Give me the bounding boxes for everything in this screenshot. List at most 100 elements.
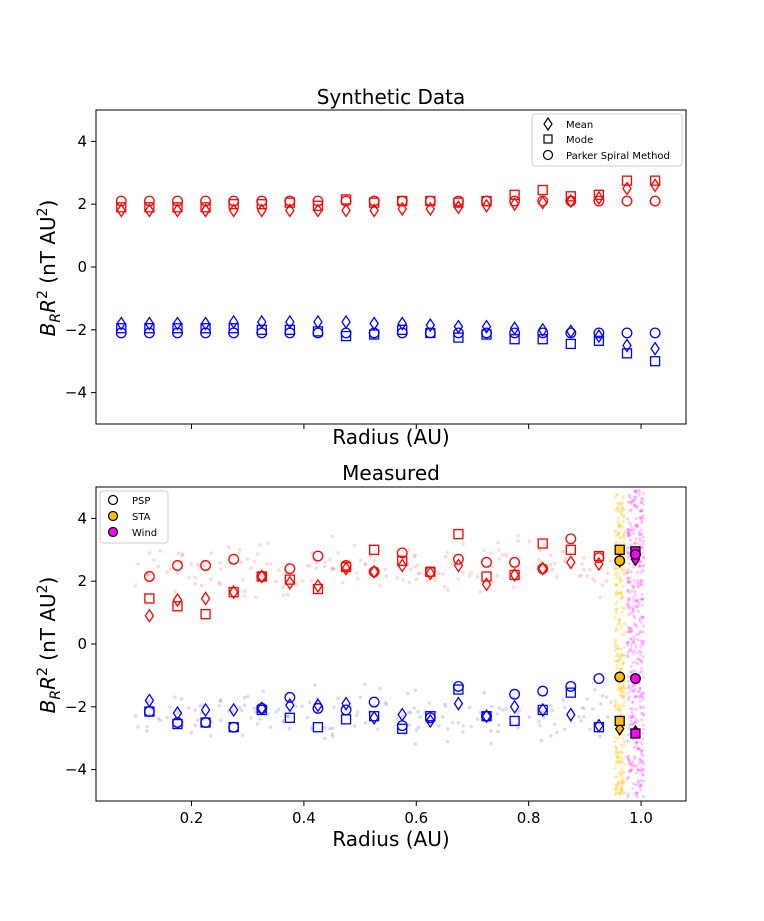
psp-sample-positive <box>175 570 180 575</box>
wind-sample <box>639 639 643 643</box>
psp-sample-positive <box>199 583 204 588</box>
sta-sample <box>618 522 622 526</box>
wind-sample <box>642 555 646 559</box>
wind-sample <box>626 675 630 679</box>
synthetic-square-point <box>537 334 548 345</box>
wind-sample <box>637 649 641 653</box>
sta-sample <box>620 685 624 689</box>
synthetic-diamond-point <box>200 316 211 331</box>
measured-x-axis: 0.2 0.4 0.6 0.8 1.0 <box>180 801 653 827</box>
psp-sample-positive <box>237 548 242 552</box>
wind-sample <box>626 500 630 504</box>
wind-sample <box>628 723 632 727</box>
psp-sample-negative <box>354 713 359 718</box>
psp-sample-positive <box>495 573 500 578</box>
wind-sample <box>638 653 642 657</box>
sta-sample <box>619 773 623 777</box>
measured-square-point <box>172 601 183 612</box>
psp-sample-negative <box>443 704 448 709</box>
sta-sample <box>619 789 623 793</box>
sta-sample <box>614 786 618 790</box>
psp-sample-positive <box>242 589 247 594</box>
measured-circle-point <box>396 720 408 732</box>
synthetic-diamond-point <box>594 328 604 344</box>
wind-sample <box>629 643 633 647</box>
wind-sample <box>641 754 645 758</box>
psp-sample-positive <box>218 582 223 587</box>
psp-sample-negative <box>218 699 223 704</box>
sta-sample <box>621 751 625 755</box>
wind-sample <box>626 517 630 521</box>
psp-sample-negative <box>336 696 340 701</box>
sta-sample <box>619 590 623 594</box>
psp-sample-positive <box>588 567 592 572</box>
x-tick-label: 0.4 <box>292 809 316 827</box>
wind-sample <box>632 764 636 768</box>
sta-sample <box>617 619 621 623</box>
psp-sample-positive <box>562 559 567 564</box>
psp-sample-negative <box>527 715 532 719</box>
wind-sample <box>641 535 645 539</box>
psp-sample-negative <box>405 691 410 696</box>
wind-sample <box>626 640 630 644</box>
wind-sample <box>639 784 643 788</box>
sta-sample <box>620 653 624 657</box>
wind-sample <box>635 523 639 527</box>
wind-sample <box>633 757 637 761</box>
wind-sample <box>632 527 636 531</box>
sta-sample <box>613 567 617 571</box>
synthetic-square-point <box>256 324 267 335</box>
measured-diamond-point <box>425 713 436 729</box>
synthetic-square-point <box>593 335 605 346</box>
measured-panel: Measured −4 −2 0 2 4 0.2 0.4 0.6 0.8 1.0 Radius … <box>35 461 687 851</box>
wind-sample <box>627 530 631 534</box>
psp-sample-positive <box>202 563 207 568</box>
wind-sample <box>634 623 638 627</box>
wind-sample <box>641 568 645 572</box>
psp-sample-positive <box>598 595 602 600</box>
wind-sample <box>631 498 635 502</box>
wind-sample <box>629 529 633 533</box>
sta-sample <box>613 735 617 739</box>
psp-sample-negative <box>563 705 567 710</box>
measured-diamond-point <box>397 558 408 573</box>
psp-sample-negative <box>489 741 493 746</box>
wind-sample <box>627 769 631 773</box>
wind-sample <box>630 605 634 609</box>
wind-sample <box>628 627 632 631</box>
wind-sample <box>626 581 630 585</box>
wind-sample <box>641 615 645 619</box>
wind-sample <box>634 517 638 521</box>
legend-mean-label: Mean <box>566 120 593 131</box>
wind-sample <box>627 606 631 610</box>
psp-sample-negative <box>515 710 520 715</box>
wind-sample <box>641 642 645 646</box>
psp-sample-negative <box>323 725 327 730</box>
psp-sample-positive <box>413 553 418 557</box>
psp-sample-positive <box>240 577 245 582</box>
synthetic-square-point <box>144 323 155 334</box>
sta-sample <box>622 533 626 537</box>
synthetic-diamond-point <box>369 203 379 218</box>
measured-title: Measured <box>342 461 440 485</box>
psp-sample-negative <box>328 726 332 731</box>
sta-sample <box>614 529 618 533</box>
wind-sample <box>639 597 643 601</box>
wind-sample <box>631 596 635 600</box>
psp-sample-positive <box>195 563 200 567</box>
psp-sample-positive <box>239 560 244 565</box>
sta-sample <box>620 666 624 670</box>
psp-sample-negative <box>591 707 595 711</box>
y-tick-label: −2 <box>65 698 87 716</box>
wind-sample <box>626 655 630 659</box>
sta-sample <box>614 611 618 615</box>
sta-sample <box>615 593 619 597</box>
wind-sample <box>640 760 644 764</box>
measured-circle-point <box>228 721 240 733</box>
measured-diamond-point <box>228 702 239 718</box>
wind-sample <box>629 769 633 773</box>
wind-sample <box>640 603 644 607</box>
wind-sample <box>638 693 642 697</box>
sta-sample <box>621 662 625 666</box>
wind-sample <box>633 524 637 528</box>
